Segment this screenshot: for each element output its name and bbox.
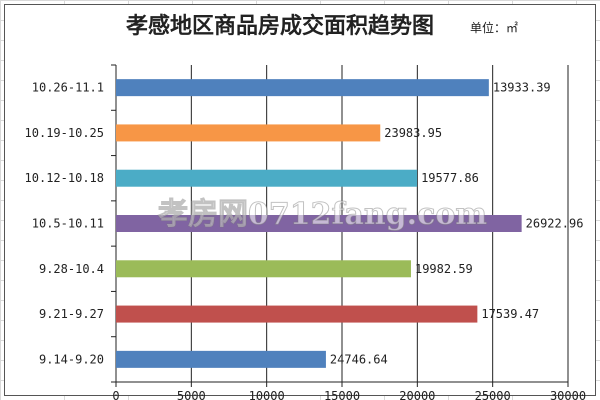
y-tick-label: 10.19-10.25 [25, 126, 104, 140]
data-label: 23983.95 [384, 126, 442, 140]
x-tick-label: 0 [112, 389, 119, 400]
data-label: 19982.59 [415, 262, 473, 276]
y-tick-label: 9.14-9.20 [39, 352, 104, 366]
chart-title: 孝感地区商品房成交面积趋势图 [125, 13, 434, 39]
x-tick-label: 30000 [550, 389, 586, 400]
x-tick-label: 20000 [399, 389, 435, 400]
y-tick-label: 10.12-10.18 [25, 171, 104, 185]
y-tick-label: 10.5-10.11 [32, 217, 104, 231]
x-tick-label: 5000 [177, 389, 206, 400]
y-tick-label: 10.26-11.1 [32, 81, 104, 95]
data-label: 24746.64 [330, 352, 388, 366]
bar [116, 169, 418, 187]
y-tick-label: 9.28-10.4 [39, 262, 104, 276]
bar [116, 215, 522, 232]
x-tick-label: 15000 [324, 389, 360, 400]
x-tick-label: 25000 [475, 389, 511, 400]
data-label: 26922.96 [526, 217, 584, 231]
x-tick-label: 10000 [249, 389, 285, 400]
watermark: 孝房网0712fang.com [158, 197, 487, 232]
unit-label: 单位：㎡ [470, 20, 518, 35]
bar [116, 350, 326, 368]
data-label: 17539.47 [481, 307, 539, 321]
bar [116, 260, 411, 278]
bar [116, 124, 381, 142]
data-label: 19577.86 [421, 171, 479, 185]
bar [116, 79, 489, 97]
y-tick-label: 9.21-9.27 [39, 307, 104, 321]
chart-frame [4, 4, 596, 396]
data-label: 13933.39 [493, 81, 551, 95]
bar [116, 305, 478, 323]
